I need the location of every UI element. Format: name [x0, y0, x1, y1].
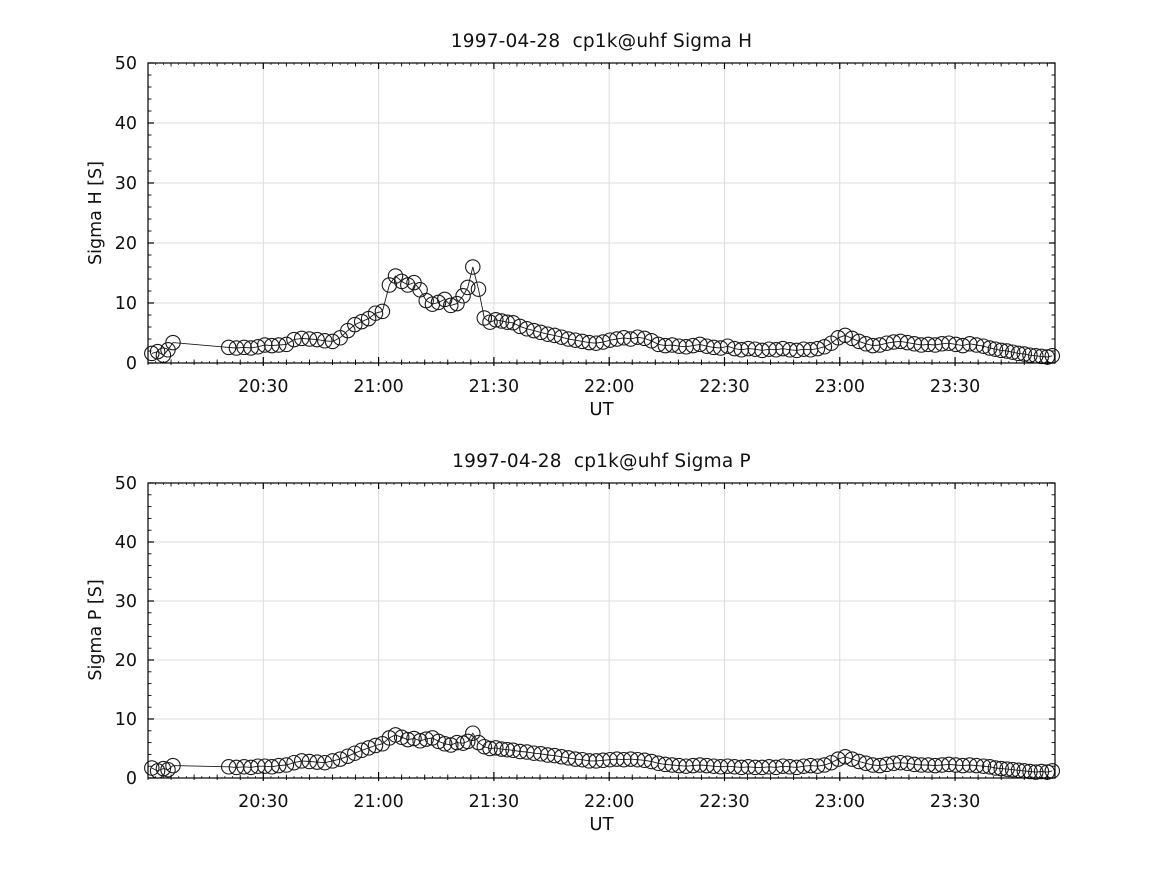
x-tick-label: 20:30 [238, 792, 288, 812]
y-tick-label: 10 [115, 294, 137, 314]
subplot-2: 20:30 21:00 21:30 22:00 22:30 23:00 23:30 0 10 20… [115, 474, 1061, 812]
y-tick-label: 20 [115, 651, 137, 671]
x-tick-label: 22:00 [584, 377, 634, 397]
x-tick-label: 20:30 [238, 377, 288, 397]
x-tick-label: 23:00 [815, 792, 865, 812]
subplot1-y-axis-label: Sigma H [S] [86, 161, 106, 265]
subplot2-y-axis-label: Sigma P [S] [86, 579, 106, 681]
y-tick-label: 30 [115, 174, 137, 194]
x-tick-label: 21:00 [353, 792, 403, 812]
x-tick-label: 21:30 [469, 792, 519, 812]
y-tick-label: 0 [126, 354, 137, 374]
subplot1-x-axis-label: UT [589, 399, 614, 420]
y-tick-label: 10 [115, 710, 137, 730]
subplot2-title: 1997-04-28 cp1k@uhf Sigma P [452, 451, 751, 472]
x-tick-label: 23:00 [815, 377, 865, 397]
x-tick-label: 22:30 [699, 792, 749, 812]
y-tick-label: 30 [115, 592, 137, 612]
x-tick-label: 21:00 [353, 377, 403, 397]
x-tick-label: 23:30 [930, 377, 980, 397]
x-tick-label: 22:30 [699, 377, 749, 397]
subplot-1: 20:30 21:00 21:30 22:00 22:30 23:00 23:30 0 10 20… [115, 54, 1061, 397]
subplot2-x-axis-label: UT [589, 814, 614, 835]
y-tick-label: 50 [115, 474, 137, 494]
y-tick-label: 0 [126, 769, 137, 789]
x-tick-label: 22:00 [584, 792, 634, 812]
x-tick-label: 21:30 [469, 377, 519, 397]
subplot1-title: 1997-04-28 cp1k@uhf Sigma H [450, 31, 753, 52]
x-tick-label: 23:30 [930, 792, 980, 812]
y-tick-label: 40 [115, 114, 137, 134]
y-tick-label: 40 [115, 533, 137, 553]
y-tick-label: 20 [115, 234, 137, 254]
y-tick-label: 50 [115, 54, 137, 74]
